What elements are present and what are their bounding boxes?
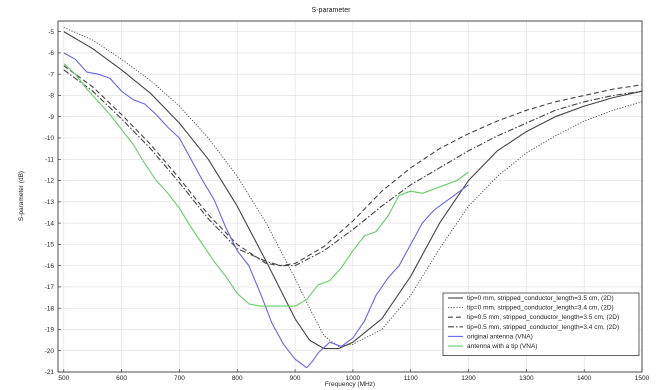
legend-entry-6: antenna with a tip (VNA) bbox=[467, 343, 537, 350]
legend-box bbox=[442, 292, 640, 356]
y-tick-label: -13 bbox=[45, 199, 55, 206]
series-line-1 bbox=[63, 31, 643, 350]
series-line-6 bbox=[63, 63, 469, 307]
series-line-4 bbox=[63, 69, 643, 267]
y-tick-label: -10 bbox=[45, 135, 55, 142]
x-tick-label: 700 bbox=[174, 375, 185, 382]
y-axis-ticks: -5 -6 -7 -8 -9 -10 -11 -12 -13 -14 -15 -16 -17 -18 -19… bbox=[45, 29, 61, 376]
x-tick-label: 1400 bbox=[577, 375, 592, 382]
x-tick-label: 1500 bbox=[635, 375, 650, 382]
legend: tip=0 mm, stripped_conductor_length=3.5 … bbox=[442, 292, 640, 356]
x-tick-label: 1000 bbox=[346, 375, 361, 382]
x-tick-label: 800 bbox=[232, 375, 243, 382]
y-tick-label: -18 bbox=[45, 305, 55, 312]
y-tick-label: -14 bbox=[45, 220, 55, 227]
x-axis-label: Frequency (MHz) bbox=[325, 381, 375, 388]
x-tick-label: 1300 bbox=[519, 375, 534, 382]
x-tick-label: 600 bbox=[116, 375, 127, 382]
chart-title: S-parameter bbox=[312, 7, 352, 14]
x-tick-label: 1100 bbox=[404, 375, 418, 382]
legend-entry-2: tip=0 mm, stripped_conductor_length=3.4 … bbox=[467, 305, 614, 312]
x-tick-label: 500 bbox=[58, 375, 69, 382]
plot-frame bbox=[57, 20, 643, 373]
y-tick-label: -7 bbox=[48, 71, 54, 78]
legend-entry-5: original antenna (VNA) bbox=[467, 333, 533, 340]
legend-entry-4: tip=0.5 mm, stripped_conductor_length=3.… bbox=[467, 324, 619, 331]
series-line-3 bbox=[63, 65, 643, 267]
y-tick-label: -6 bbox=[48, 50, 54, 57]
y-tick-label: -21 bbox=[45, 369, 55, 376]
y-tick-label: -11 bbox=[45, 156, 54, 163]
y-axis-label: S-parameter (dB) bbox=[18, 171, 25, 221]
series-line-5 bbox=[63, 52, 469, 369]
y-tick-label: -8 bbox=[48, 93, 54, 100]
y-tick-label: -19 bbox=[45, 327, 55, 334]
y-tick-label: -12 bbox=[45, 178, 55, 185]
y-tick-label: -16 bbox=[45, 263, 55, 270]
y-tick-label: -9 bbox=[48, 114, 54, 121]
legend-entry-3: tip=0.5 mm, stripped_conductor_length=3.… bbox=[467, 314, 619, 321]
legend-entry-1: tip=0 mm, stripped_conductor_length=3.5 … bbox=[467, 295, 614, 302]
y-tick-label: -5 bbox=[48, 29, 54, 36]
x-axis-ticks: 500 600 700 800 900 1000 1100 1200 1300 1400 1500 bbox=[58, 369, 650, 382]
y-tick-label: -20 bbox=[45, 348, 55, 355]
y-tick-label: -15 bbox=[45, 242, 55, 249]
y-tick-label: -17 bbox=[45, 284, 55, 291]
series-layer bbox=[63, 26, 643, 369]
x-tick-label: 1200 bbox=[461, 375, 476, 382]
series-line-2 bbox=[63, 26, 643, 347]
x-tick-label: 900 bbox=[290, 375, 301, 382]
